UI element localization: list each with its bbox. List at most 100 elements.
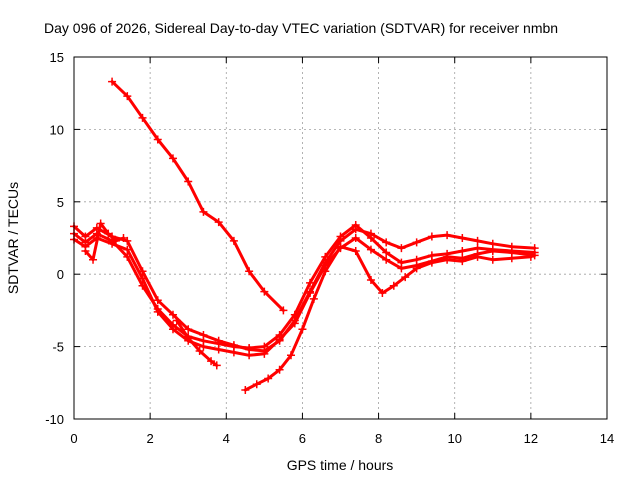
x-tick-label: 14	[600, 431, 614, 446]
data-point	[443, 231, 452, 240]
data-point	[212, 361, 221, 370]
x-axis-label: GPS time / hours	[287, 457, 394, 473]
data-point	[104, 229, 113, 238]
data-point	[378, 289, 387, 298]
data-point	[241, 386, 250, 395]
data-point	[89, 255, 98, 264]
y-tick-label: 0	[57, 267, 64, 282]
x-tick-label: 0	[70, 431, 77, 446]
x-tick-label: 8	[375, 431, 382, 446]
data-point	[260, 342, 269, 351]
series-prn-d	[70, 220, 539, 353]
series-prn-f	[172, 316, 221, 370]
data-point	[351, 234, 360, 242]
x-tick-label: 2	[147, 431, 154, 446]
data-point	[366, 234, 375, 242]
data-point	[119, 234, 128, 242]
data-point	[412, 255, 421, 264]
data-point	[207, 357, 216, 366]
data-point	[229, 236, 238, 245]
data-point	[427, 258, 436, 267]
data-point	[321, 252, 330, 261]
data-point	[153, 304, 162, 313]
data-point	[366, 275, 375, 284]
data-point	[427, 251, 436, 260]
data-point	[252, 380, 261, 389]
data-point	[401, 273, 410, 282]
data-point	[168, 310, 177, 319]
data-point	[309, 294, 318, 303]
axis-ticks: 0 2 4 6 8 10 12 14 -10 -5 0 5 10 15	[45, 50, 614, 446]
data-point	[306, 278, 315, 287]
data-point	[245, 344, 254, 353]
x-tick-label: 4	[223, 431, 230, 446]
data-point	[412, 238, 421, 247]
data-point	[488, 245, 497, 254]
data-point	[123, 92, 132, 101]
data-point	[290, 310, 299, 319]
plot-frame	[73, 56, 608, 420]
y-tick-label: 5	[57, 195, 64, 210]
data-point	[81, 238, 90, 247]
data-point	[172, 316, 181, 325]
data-point	[290, 319, 299, 328]
data-point	[138, 281, 147, 290]
data-point	[199, 336, 208, 345]
data-point	[275, 331, 284, 340]
data-point	[397, 258, 406, 267]
data-point	[458, 257, 467, 266]
series-layer	[70, 77, 539, 395]
data-point	[138, 113, 147, 122]
data-point	[458, 234, 467, 242]
series-prn-a	[108, 77, 288, 315]
data-point	[507, 254, 516, 263]
data-point	[366, 245, 375, 254]
data-point	[111, 236, 120, 245]
data-point	[260, 349, 269, 358]
data-point	[229, 342, 238, 351]
data-point	[199, 207, 208, 216]
data-point	[153, 135, 162, 144]
data-point	[443, 255, 452, 264]
data-point	[336, 242, 345, 251]
data-point	[336, 232, 345, 241]
data-point	[245, 351, 254, 360]
data-point	[488, 255, 497, 264]
data-point	[245, 267, 254, 276]
data-point	[123, 252, 132, 261]
data-point	[96, 219, 105, 228]
data-point	[473, 252, 482, 261]
data-point	[321, 267, 330, 276]
data-point	[184, 177, 193, 186]
data-point	[108, 77, 117, 86]
data-point	[264, 374, 273, 383]
x-tick-label: 12	[524, 431, 538, 446]
series-prn-e	[81, 219, 128, 264]
y-tick-label: -5	[52, 340, 64, 355]
data-point	[168, 320, 177, 329]
data-point	[81, 247, 90, 256]
data-point	[473, 244, 482, 253]
data-point	[351, 247, 360, 256]
data-point	[526, 252, 535, 261]
data-point	[184, 325, 193, 334]
data-point	[458, 247, 467, 256]
data-point	[195, 346, 204, 355]
data-point	[507, 247, 516, 256]
data-point	[530, 248, 539, 257]
data-point	[397, 244, 406, 253]
series-prn-g	[241, 242, 535, 395]
data-point	[214, 218, 223, 227]
x-tick-label: 10	[447, 431, 461, 446]
data-point	[287, 351, 296, 360]
data-point	[279, 306, 288, 315]
data-point	[153, 296, 162, 305]
data-point	[260, 287, 269, 296]
data-point	[168, 154, 177, 163]
data-point	[275, 365, 284, 374]
chart-title: Day 096 of 2026, Sidereal Day-to-day VTE…	[44, 20, 558, 36]
data-point	[412, 264, 421, 273]
data-point	[389, 281, 398, 290]
data-point	[473, 236, 482, 245]
